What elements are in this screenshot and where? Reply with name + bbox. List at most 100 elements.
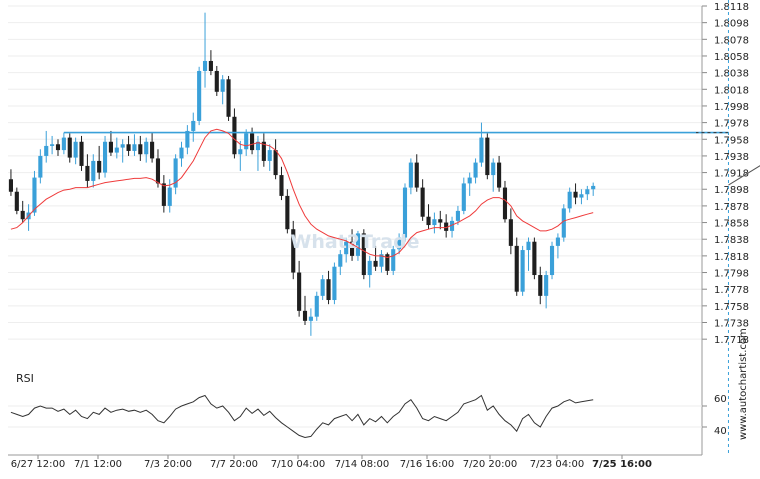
candle-body: [567, 191, 572, 209]
candle-body: [67, 137, 72, 158]
candle-body: [526, 241, 531, 251]
candle-body: [408, 162, 413, 188]
candle-body: [520, 250, 525, 292]
y-tick-label: 1.7998: [714, 102, 749, 113]
candle-body: [132, 144, 137, 151]
y-tick-label: 1.8078: [714, 35, 749, 46]
candle-body: [397, 237, 402, 250]
x-tick-label: 7/3 20:00: [144, 459, 192, 470]
candle-body: [202, 60, 208, 71]
autochartist-brand-text: www.autochartist.com: [738, 328, 749, 440]
candle-body: [538, 275, 543, 296]
candle-body: [467, 177, 472, 184]
x-tick-label: 7/25 16:00: [592, 459, 652, 470]
candle-body: [44, 145, 49, 156]
x-tick-label: 7/10 04:00: [271, 459, 325, 470]
candle-body: [73, 141, 78, 158]
candle-body: [120, 144, 125, 148]
candle-body: [138, 144, 143, 155]
candle-body: [126, 144, 131, 151]
y-tick-label: 1.8038: [714, 69, 749, 80]
candle-body: [167, 187, 172, 206]
candle-body: [438, 219, 443, 223]
candle-body: [426, 216, 431, 226]
candle-body: [297, 272, 302, 311]
candle-body: [473, 162, 478, 178]
candle-body: [344, 241, 349, 255]
candle-body: [50, 144, 55, 146]
candle-body: [326, 279, 331, 301]
y-tick-label: 1.7938: [714, 152, 749, 163]
x-tick-label: 7/14 08:00: [335, 459, 389, 470]
x-tick-label: 7/20 20:00: [463, 459, 517, 470]
grid-layer: 1.8118 1.8098 1.8078 1.8058 1.8038 1.8018 1.79…: [8, 2, 749, 470]
candle-body: [32, 177, 37, 213]
x-tick-label: 7/7 20:00: [210, 459, 258, 470]
y-tick-label: 1.7978: [714, 119, 749, 130]
y-tick-label: 1.7898: [714, 185, 749, 196]
y-tick-label: 1.8018: [714, 85, 749, 96]
rsi-line: [10, 394, 594, 439]
y-tick-label: 1.7758: [714, 302, 749, 313]
y-tick-label: 1.7818: [714, 252, 749, 263]
candle-body: [497, 162, 502, 188]
candle-body: [591, 185, 596, 190]
candle-body: [402, 187, 408, 238]
candle-body: [14, 191, 19, 211]
y-tick-label: 1.8098: [714, 19, 749, 30]
candle-body: [314, 295, 319, 317]
candle-body: [214, 70, 219, 92]
candle-body: [179, 147, 184, 159]
candle-body: [432, 219, 437, 226]
candle-body: [461, 183, 466, 211]
candle-body: [391, 249, 396, 271]
candle-body: [491, 162, 496, 176]
x-tick-label: 7/23 04:00: [530, 459, 584, 470]
y-tick-label: 1.7838: [714, 235, 749, 246]
y-tick-label: 1.8058: [714, 52, 749, 63]
candle-body: [449, 220, 455, 231]
candle-body: [573, 191, 578, 198]
candle-body: [514, 245, 519, 292]
y-tick-label: 1.7878: [714, 202, 749, 213]
y-tick-label: 1.7918: [714, 169, 749, 180]
candle-body: [308, 316, 313, 321]
candle-body: [161, 183, 166, 206]
candle-body: [532, 241, 537, 276]
candle-body: [508, 219, 513, 246]
candle-body: [544, 275, 549, 296]
candle-body: [320, 279, 325, 296]
rsi-tick-40: 40: [714, 426, 727, 437]
candle-body: [479, 137, 484, 163]
candle-body: [420, 187, 425, 217]
candle-body: [549, 245, 555, 276]
y-tick-label: 1.7798: [714, 269, 749, 280]
candle-body: [350, 241, 355, 256]
candle-body: [85, 165, 90, 181]
candle-body: [102, 141, 108, 173]
y-tick-label: 1.7958: [714, 135, 749, 146]
candle-body: [455, 210, 460, 221]
candle-body: [585, 189, 590, 195]
candle-body: [150, 141, 155, 159]
candle-body: [108, 141, 113, 153]
candle-body: [244, 133, 249, 150]
candle-body: [579, 194, 584, 198]
candle-body: [338, 254, 343, 267]
candle-body: [502, 187, 508, 220]
candle-body: [285, 195, 290, 230]
candle-body: [20, 210, 25, 220]
candle-body: [114, 147, 119, 153]
candle-body: [444, 222, 449, 231]
candle-body: [97, 160, 102, 173]
candle-body: [267, 150, 272, 161]
candle-body: [38, 155, 43, 178]
candle-body: [332, 266, 337, 301]
candle-body: [379, 254, 384, 267]
candle-body: [197, 70, 202, 121]
candle-body: [355, 233, 360, 256]
candle-body: [302, 310, 308, 321]
y-tick-label: 1.7858: [714, 219, 749, 230]
candle-body: [485, 137, 490, 176]
